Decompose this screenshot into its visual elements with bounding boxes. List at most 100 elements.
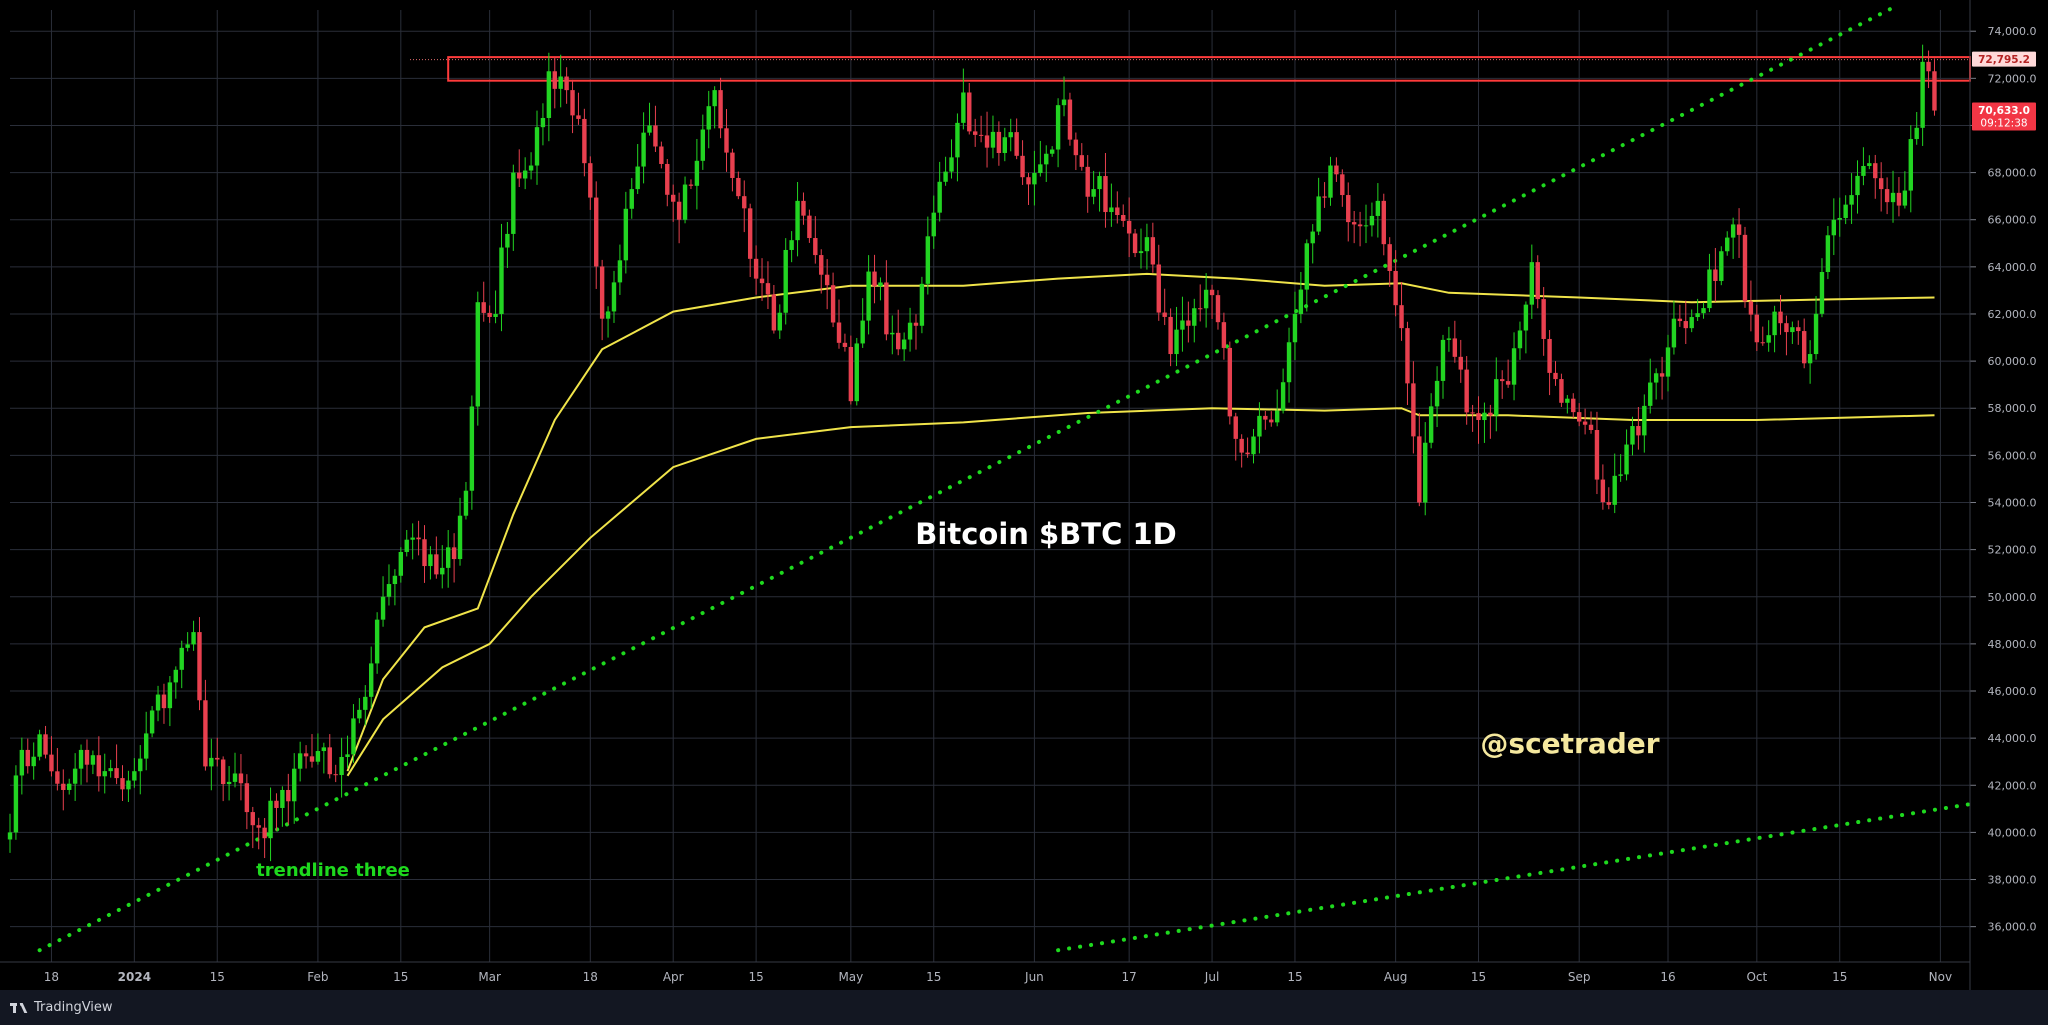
candle-body <box>1500 379 1505 382</box>
candle-body <box>570 90 575 116</box>
candle-body <box>1760 342 1765 344</box>
watermark-text: @scetrader <box>1480 727 1659 760</box>
candle-body <box>1186 320 1191 326</box>
candle-body <box>440 567 445 575</box>
candle-body <box>1565 398 1570 403</box>
candle-body <box>522 170 528 179</box>
candle-body <box>451 547 457 560</box>
candle-body <box>1736 224 1742 235</box>
candle-body <box>789 240 794 250</box>
candle-body <box>457 515 463 560</box>
candle-body <box>629 189 634 209</box>
x-tick-label: 18 <box>44 970 59 984</box>
brand[interactable]: TradingView <box>10 1000 113 1015</box>
candle-body <box>1642 405 1647 436</box>
candle-body <box>736 177 741 197</box>
candle-body <box>1470 412 1475 414</box>
candle-body <box>1239 438 1244 453</box>
candle-body <box>1476 413 1481 421</box>
y-tick-label: 74,000.0 <box>1988 25 2037 38</box>
candle-body <box>517 172 522 179</box>
candle-body <box>1920 61 1925 128</box>
candle-body <box>404 539 409 552</box>
candle-body <box>801 200 806 216</box>
y-tick-label: 64,000.0 <box>1988 261 2037 274</box>
candle-body <box>114 768 119 779</box>
candle-body <box>1659 373 1665 377</box>
y-tick-label: 54,000.0 <box>1988 496 2037 509</box>
candle-body <box>1138 251 1144 254</box>
candle-body <box>1813 313 1819 355</box>
x-tick-label: Sep <box>1568 970 1591 984</box>
candle-body <box>1304 243 1309 290</box>
candle-body <box>1049 149 1055 154</box>
y-tick-label: 46,000.0 <box>1988 685 2037 698</box>
candle-body <box>967 92 972 132</box>
candle-body <box>1873 163 1878 179</box>
candle-body <box>1286 342 1292 383</box>
candle-body <box>505 233 510 248</box>
candle-body <box>1517 330 1523 349</box>
candle-body <box>931 212 936 237</box>
candle-body <box>1038 164 1043 174</box>
candle-body <box>1624 444 1629 475</box>
candle-body <box>972 131 978 135</box>
candle-body <box>1559 379 1564 403</box>
candle-body <box>1831 219 1837 236</box>
y-tick-label: 66,000.0 <box>1988 214 2037 227</box>
candle-body <box>1725 237 1730 252</box>
candle-body <box>309 756 315 762</box>
candle-body <box>1452 338 1458 357</box>
candle-body <box>1884 189 1890 203</box>
candle-body <box>925 236 931 284</box>
x-tick-label: May <box>838 970 863 984</box>
candle-body <box>913 322 919 326</box>
candle-body <box>1221 322 1227 348</box>
candle-body <box>576 115 581 119</box>
candle-body <box>1837 217 1842 220</box>
candle-body <box>860 320 865 344</box>
candle-body <box>102 771 107 777</box>
candle-body <box>1405 328 1410 384</box>
candle-body <box>333 774 338 776</box>
candle-body <box>1203 289 1209 309</box>
candle-body <box>605 311 611 319</box>
candle-body <box>1162 312 1167 317</box>
candle-body <box>1636 426 1641 436</box>
candle-body <box>445 547 451 568</box>
candle-body <box>1097 176 1102 190</box>
price-label-2: 70,633.0 <box>1978 105 2030 117</box>
candle-body <box>380 596 386 620</box>
candle-body <box>1855 175 1860 196</box>
candle-body <box>1168 316 1173 355</box>
candle-body <box>1126 220 1132 234</box>
candle-body <box>1790 327 1795 333</box>
candle-body <box>824 274 830 286</box>
candle-body <box>374 619 380 664</box>
candle-body <box>984 135 990 148</box>
candle-body <box>321 747 327 752</box>
candle-body <box>653 125 658 147</box>
candle-body <box>771 294 777 331</box>
candle-body <box>564 76 569 91</box>
candle-body <box>1719 251 1724 281</box>
candle-body <box>1032 173 1037 185</box>
candle-body <box>1748 301 1754 315</box>
candle-body <box>1588 424 1594 431</box>
candle-body <box>777 312 782 331</box>
candle-body <box>1274 410 1280 423</box>
moving-average-line-2 <box>346 407 1935 777</box>
candle-body <box>357 709 362 719</box>
x-tick-label: Nov <box>1929 970 1952 984</box>
candle-body <box>1263 415 1268 420</box>
candle-body <box>1174 329 1179 355</box>
candle-body <box>1861 165 1866 176</box>
candle-body <box>499 247 504 314</box>
brand-name: TradingView <box>34 1000 113 1015</box>
candle-body <box>1310 231 1315 244</box>
candle-body <box>1014 132 1019 156</box>
candle-body <box>1091 189 1096 197</box>
candle-body <box>830 285 836 323</box>
candle-body <box>1215 295 1221 323</box>
